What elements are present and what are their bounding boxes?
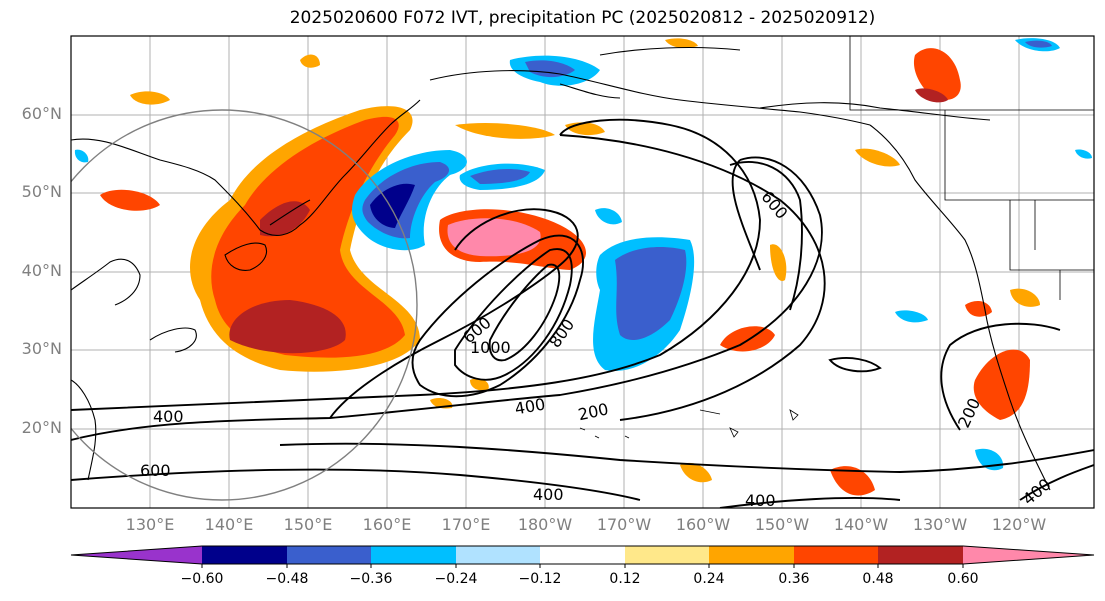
contour-1000 bbox=[488, 263, 561, 362]
lon-label-130w: 130°W bbox=[912, 515, 968, 534]
contour-label-1000: 1000 bbox=[470, 338, 511, 357]
lat-label-50n: 50°N bbox=[21, 182, 62, 201]
colorbar-seg-9 bbox=[878, 546, 963, 564]
colorbar-tick-0: −0.60 bbox=[180, 571, 224, 587]
contour-label-400b: 400 bbox=[153, 407, 184, 426]
lon-label-150e: 150°E bbox=[283, 515, 333, 534]
boundaries bbox=[849, 36, 1094, 300]
colorbar-seg-2 bbox=[287, 546, 371, 564]
lon-label-120w: 120°W bbox=[991, 515, 1047, 534]
colorbar-seg-10 bbox=[963, 546, 1094, 564]
contour-label-400c: 400 bbox=[533, 485, 564, 504]
lon-label-180w: 180°W bbox=[517, 515, 573, 534]
precip-negative-shading bbox=[74, 38, 1092, 471]
colorbar-tick-8: 0.48 bbox=[862, 571, 894, 587]
colorbar-tick-7: 0.36 bbox=[778, 571, 810, 587]
lon-label-150w: 150°W bbox=[754, 515, 810, 534]
contour-label-600c: 600 bbox=[140, 461, 171, 480]
colorbar-tick-2: −0.36 bbox=[349, 571, 393, 587]
lat-label-60n: 60°N bbox=[21, 104, 62, 123]
contour-800 bbox=[454, 248, 573, 381]
colorbar-seg-1 bbox=[202, 546, 287, 564]
lon-label-170w: 170°W bbox=[596, 515, 652, 534]
colorbar-seg-8 bbox=[794, 546, 878, 564]
colorbar-tick-3: −0.24 bbox=[434, 571, 478, 587]
coast-alaska bbox=[759, 102, 991, 121]
ivt-contours bbox=[71, 118, 1094, 508]
colorbar-tick-6: 0.24 bbox=[693, 571, 725, 587]
lon-label-140w: 140°W bbox=[833, 515, 889, 534]
coast-asia bbox=[71, 99, 421, 236]
colorbar-tick-1: −0.48 bbox=[265, 571, 309, 587]
islands bbox=[579, 409, 799, 439]
reference-circle bbox=[71, 109, 418, 501]
colorbar-seg-3 bbox=[371, 546, 456, 564]
lon-label-170e: 170°E bbox=[441, 515, 491, 534]
colorbar-tick-4: −0.12 bbox=[518, 571, 562, 587]
contour-600 bbox=[411, 234, 584, 398]
colorbar bbox=[70, 545, 1095, 568]
contour-200 bbox=[71, 118, 761, 411]
lon-label-140e: 140°E bbox=[204, 515, 254, 534]
colorbar-tick-5: 0.12 bbox=[609, 571, 641, 587]
lat-label-20n: 20°N bbox=[21, 418, 62, 437]
colorbar-seg-7 bbox=[709, 546, 794, 564]
colorbar-seg-5 bbox=[540, 546, 625, 564]
lat-label-30n: 30°N bbox=[21, 339, 62, 358]
lat-label-40n: 40°N bbox=[21, 261, 62, 280]
colorbar-tick-9: 0.60 bbox=[947, 571, 979, 587]
precip-positive-shading bbox=[100, 38, 1040, 496]
coastlines bbox=[71, 46, 1051, 491]
colorbar-seg-4 bbox=[456, 546, 540, 564]
contour-label-400e: 400 bbox=[745, 491, 776, 510]
contour-400 bbox=[71, 156, 823, 441]
lon-label-160w: 160°W bbox=[675, 515, 731, 534]
map-title: 2025020600 F072 IVT, precipitation PC (2… bbox=[289, 8, 876, 28]
colorbar-seg-0 bbox=[71, 546, 202, 564]
lon-label-130e: 130°E bbox=[125, 515, 175, 534]
colorbar-seg-6 bbox=[625, 546, 709, 564]
lon-label-160e: 160°E bbox=[362, 515, 412, 534]
